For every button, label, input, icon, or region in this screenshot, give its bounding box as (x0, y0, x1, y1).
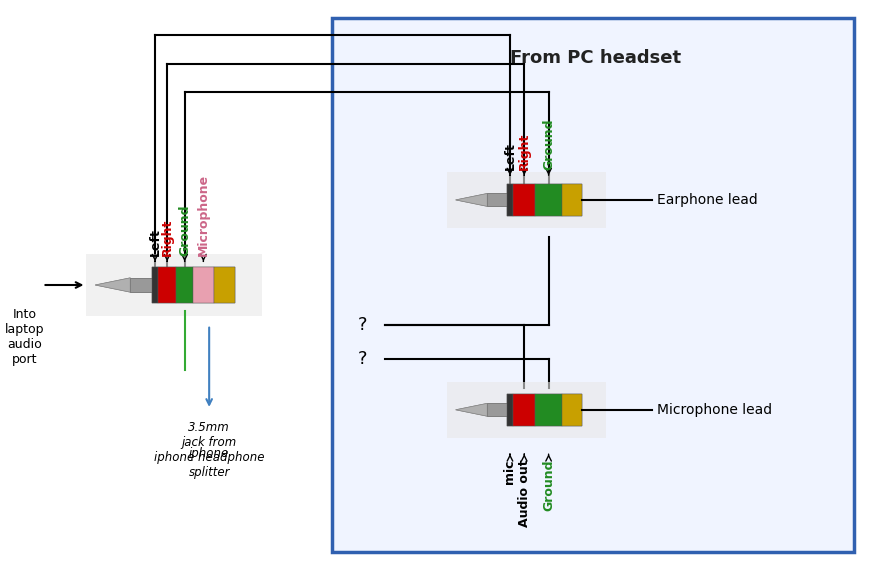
FancyBboxPatch shape (535, 394, 562, 426)
FancyBboxPatch shape (487, 404, 507, 416)
FancyBboxPatch shape (447, 172, 606, 228)
FancyBboxPatch shape (507, 394, 513, 426)
Text: Audio out: Audio out (517, 459, 531, 527)
Text: Into
laptop
audio
port: Into laptop audio port (5, 308, 44, 366)
Text: 3.5mm
jack from
iphone headphone
splitter: 3.5mm jack from iphone headphone splitte… (154, 421, 264, 479)
FancyBboxPatch shape (158, 267, 176, 303)
FancyBboxPatch shape (513, 394, 535, 426)
FancyBboxPatch shape (507, 184, 513, 216)
FancyBboxPatch shape (513, 184, 535, 216)
FancyBboxPatch shape (332, 18, 854, 552)
FancyBboxPatch shape (214, 267, 236, 303)
FancyBboxPatch shape (562, 184, 582, 216)
FancyBboxPatch shape (507, 184, 513, 216)
Text: Left: Left (149, 228, 161, 256)
Polygon shape (455, 193, 487, 206)
FancyBboxPatch shape (152, 267, 158, 303)
FancyBboxPatch shape (535, 184, 562, 216)
Text: Right: Right (160, 218, 174, 256)
Text: Ground: Ground (542, 118, 556, 170)
FancyBboxPatch shape (176, 267, 193, 303)
FancyBboxPatch shape (86, 254, 261, 316)
FancyBboxPatch shape (535, 184, 562, 216)
FancyBboxPatch shape (214, 267, 236, 303)
FancyBboxPatch shape (130, 278, 152, 292)
Text: From PC headset: From PC headset (509, 49, 680, 67)
Polygon shape (95, 278, 130, 292)
FancyBboxPatch shape (193, 267, 214, 303)
Text: ?: ? (358, 350, 367, 368)
FancyBboxPatch shape (176, 267, 193, 303)
FancyBboxPatch shape (158, 267, 176, 303)
FancyBboxPatch shape (562, 184, 582, 216)
FancyBboxPatch shape (152, 267, 158, 303)
FancyBboxPatch shape (513, 184, 535, 216)
Text: Microphone: Microphone (197, 174, 210, 256)
FancyBboxPatch shape (447, 382, 606, 438)
FancyBboxPatch shape (507, 394, 513, 426)
Text: Ground: Ground (178, 204, 191, 256)
FancyBboxPatch shape (562, 394, 582, 426)
FancyBboxPatch shape (562, 394, 582, 426)
Text: ?: ? (358, 316, 367, 333)
FancyBboxPatch shape (513, 394, 535, 426)
FancyBboxPatch shape (487, 193, 507, 206)
Text: Ground: Ground (542, 459, 556, 511)
Text: Microphone lead: Microphone lead (657, 403, 772, 417)
Text: Left: Left (503, 142, 517, 170)
FancyBboxPatch shape (535, 394, 562, 426)
Text: Earphone lead: Earphone lead (657, 193, 758, 207)
Text: mic: mic (503, 459, 517, 484)
Polygon shape (455, 404, 487, 416)
FancyBboxPatch shape (193, 267, 214, 303)
Text: Right: Right (517, 132, 531, 170)
Text: iphone: iphone (189, 447, 229, 459)
